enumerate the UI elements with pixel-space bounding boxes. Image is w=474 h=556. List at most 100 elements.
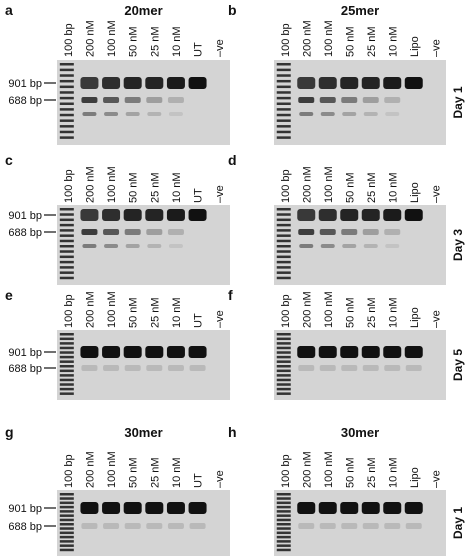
gel (57, 490, 230, 556)
band (384, 365, 401, 371)
band (404, 209, 423, 221)
ladder-band (276, 535, 291, 539)
lane-label: 200 nM (84, 451, 96, 488)
panel-letter: a (5, 2, 13, 18)
band (320, 112, 335, 116)
band (383, 346, 402, 358)
bp-label: 688 bp (8, 227, 42, 239)
band (82, 244, 97, 248)
band (297, 502, 316, 514)
panel-title: 30mer (124, 425, 162, 440)
band (297, 346, 316, 358)
band (341, 229, 358, 235)
band (385, 112, 400, 116)
band (124, 229, 141, 235)
lane-label: UT (193, 313, 205, 328)
ladder-band (276, 333, 291, 336)
day-label: Day 3 (451, 229, 465, 261)
ladder-band (59, 540, 74, 543)
ladder-band (276, 540, 291, 543)
panel-letter: b (228, 2, 237, 18)
band (298, 523, 315, 529)
band (81, 523, 98, 529)
band (383, 209, 402, 221)
band (166, 502, 185, 514)
band (361, 346, 380, 358)
panel-letter: h (228, 424, 237, 440)
band (125, 112, 140, 116)
bp-label: 688 bp (8, 521, 42, 533)
ladder-band (59, 208, 74, 211)
band (168, 244, 183, 248)
ladder-band (59, 544, 74, 547)
band (80, 77, 99, 89)
lane-label: 100 nM (323, 166, 335, 203)
band (320, 244, 335, 248)
lane-label: 200 nM (301, 291, 313, 328)
lane-label: 10 nM (171, 172, 183, 203)
ladder-band (59, 493, 74, 496)
ladder-band (59, 113, 74, 117)
ladder-band (276, 79, 291, 83)
ladder-band (59, 527, 74, 530)
band (103, 523, 120, 529)
lane-label: 50 nM (128, 172, 140, 203)
ladder-band (276, 510, 291, 513)
band (362, 523, 379, 529)
lane-label: –ve (430, 470, 442, 488)
lane-label: 50 nM (344, 457, 356, 488)
ladder-band (276, 119, 291, 122)
lane-label: 25 nM (366, 26, 378, 57)
band (362, 229, 379, 235)
band (145, 346, 164, 358)
ladder-band (59, 383, 74, 386)
lane-label: Lipo (409, 467, 421, 488)
lane-label: UT (193, 473, 205, 488)
lane-label: UT (193, 188, 205, 203)
ladder-band (276, 337, 291, 341)
band (146, 365, 163, 371)
band (80, 502, 99, 514)
band (81, 97, 98, 103)
ladder-band (59, 91, 74, 94)
ladder-band (276, 260, 291, 264)
lane-label: 100 nM (106, 20, 118, 57)
band (318, 77, 337, 89)
ladder-band (276, 136, 291, 139)
ladder-band (276, 531, 291, 535)
band (123, 502, 142, 514)
lane-label: 50 nM (128, 457, 140, 488)
ladder-band (276, 130, 291, 134)
band (318, 209, 337, 221)
band (124, 97, 141, 103)
ladder-band (276, 213, 291, 216)
ladder-band (59, 68, 74, 72)
lane-label: 100 nM (106, 451, 118, 488)
ladder-band (59, 518, 74, 522)
ladder-band (59, 365, 74, 368)
band (146, 229, 163, 235)
band (167, 97, 184, 103)
gel (274, 490, 446, 556)
ladder-band (59, 276, 74, 280)
band (168, 112, 183, 116)
band (340, 502, 359, 514)
ladder-band (276, 544, 291, 547)
ladder-band (276, 518, 291, 522)
band (340, 77, 359, 89)
lane-label: 25 nM (149, 457, 161, 488)
lane-label: 25 nM (366, 297, 378, 328)
ladder-band (276, 113, 291, 117)
band (147, 112, 162, 116)
bp-label: 901 bp (8, 503, 42, 515)
ladder-band (276, 125, 291, 128)
lane-label: 10 nM (387, 297, 399, 328)
band (102, 346, 121, 358)
ladder-band (276, 387, 291, 391)
band (167, 523, 184, 529)
ladder-band (59, 374, 74, 377)
lane-label: 50 nM (128, 297, 140, 328)
band (103, 97, 120, 103)
lane-label: –ve (214, 185, 226, 203)
band (361, 209, 380, 221)
